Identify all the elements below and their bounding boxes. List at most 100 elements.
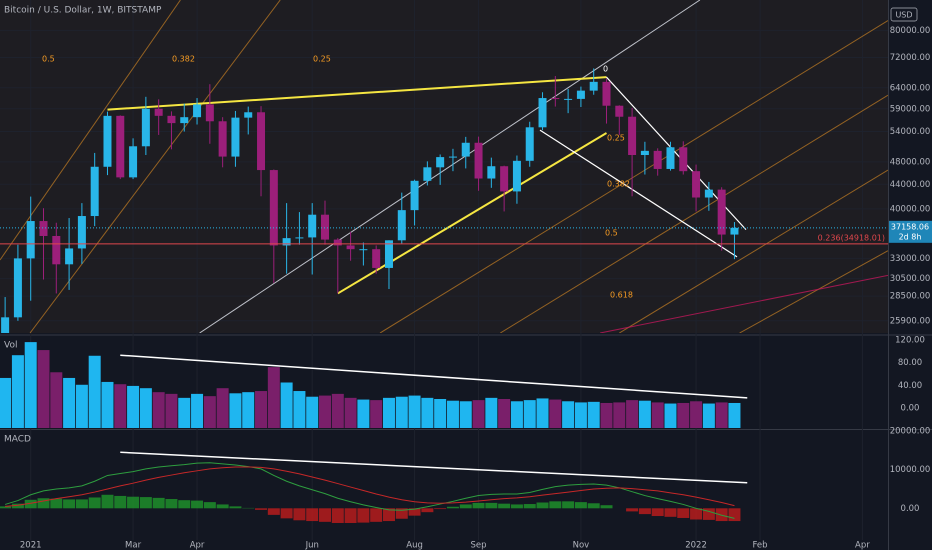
volume-bar [24, 342, 37, 428]
candle-body [129, 146, 138, 178]
trend-line [539, 129, 738, 258]
macd-histogram-bar [485, 502, 498, 509]
volume-bar [562, 401, 575, 428]
chart-title: Bitcoin / U.S. Dollar, 1W, BITSTAMP [4, 6, 162, 16]
macd-histogram-bar [75, 499, 88, 509]
macd-histogram-bar [600, 505, 613, 509]
x-tick-label: Nov [573, 541, 590, 550]
x-tick-label: Jun [305, 541, 319, 550]
volume-bar [178, 397, 191, 428]
macd-histogram-bar [638, 508, 651, 515]
volume-bar [88, 355, 101, 428]
volume-bar [11, 355, 24, 428]
candle-body [231, 117, 240, 157]
macd-line [4, 462, 735, 519]
candle-body [65, 248, 74, 265]
volume-bar [63, 377, 76, 428]
currency[interactable]: USD [895, 11, 912, 20]
candle-body [640, 150, 649, 156]
macd-histogram-bar [651, 508, 664, 517]
volume-bar [459, 401, 472, 428]
volume-bar [50, 372, 63, 428]
macd-histogram-bar [191, 500, 204, 509]
macd-histogram-bar [472, 502, 485, 509]
bar-countdown: 2d 8h [899, 232, 922, 241]
candle-body [474, 142, 483, 179]
fib-label: 0.382 [172, 55, 195, 64]
volume-bar [229, 393, 242, 428]
volume-bar [446, 400, 459, 428]
volume-bar [139, 388, 152, 428]
trend-line [120, 354, 748, 399]
fib-label: 0.618 [610, 291, 633, 300]
volume-bar [510, 401, 523, 428]
candle-body [244, 112, 253, 118]
macd-histogram-bar [331, 508, 344, 523]
macd-histogram-bar [715, 508, 728, 522]
macd-histogram-bar [523, 504, 536, 509]
macd-histogram-bar [293, 508, 306, 521]
macd-histogram-bar [165, 499, 178, 509]
panel-title: MACD [4, 435, 31, 445]
macd-histogram-bar [255, 508, 268, 510]
volume-bar [690, 401, 703, 428]
macd-histogram-bar [382, 508, 395, 522]
fib-label: 0.5 [42, 55, 55, 64]
macd-histogram-bar [549, 501, 562, 509]
candle-body [448, 156, 457, 158]
y-tick-label: 80000.00 [890, 26, 931, 36]
panel-title: Vol [4, 341, 17, 351]
candle-body [372, 249, 381, 268]
x-tick-label: Apr [855, 541, 870, 550]
y-tick-label: 44000.00 [890, 180, 931, 190]
candle-body [397, 210, 406, 241]
macd-histogram-bar [587, 503, 600, 509]
candle-body [167, 115, 176, 124]
candle-body [730, 227, 739, 235]
volume-bar [434, 398, 447, 428]
fib-label: 0 [603, 65, 608, 74]
x-tick-label: Apr [190, 541, 205, 550]
volume-bar [216, 388, 229, 428]
macd-histogram-bar [664, 508, 677, 517]
macd-histogram-bar [395, 508, 408, 519]
candle-body [116, 115, 125, 178]
macd-histogram-bar [50, 498, 63, 509]
macd-histogram-bar [37, 498, 50, 509]
volume-bar [638, 400, 651, 428]
volume-bar [626, 400, 639, 428]
candle-body [410, 180, 419, 211]
macd-histogram-bar [178, 500, 191, 509]
y-tick-label: 40.00 [898, 381, 922, 391]
trend-line [619, 169, 888, 333]
volume-bar [370, 400, 383, 428]
volume-bar [267, 367, 280, 428]
candle-body [77, 216, 86, 249]
candle-body [717, 189, 726, 235]
trend-line [500, 94, 888, 333]
volume-bar [600, 402, 613, 428]
volume-bar [485, 397, 498, 428]
macd-histogram-bar [434, 508, 447, 510]
y-tick-label: 54000.00 [890, 127, 931, 137]
candle-body [269, 170, 278, 246]
y-tick-label: 28500.00 [890, 292, 931, 302]
volume-bar [255, 391, 268, 428]
candle-body [180, 117, 189, 124]
volume-bar [549, 399, 562, 428]
macd-histogram-bar [203, 502, 216, 509]
volume-bar [523, 400, 536, 428]
candle-body [666, 147, 675, 169]
candle-body [602, 81, 611, 106]
candle-body [257, 112, 266, 171]
y-tick-label: 10000.00 [890, 465, 931, 475]
y-tick-label: 64000.00 [890, 83, 931, 93]
volume-bar [498, 398, 511, 428]
macd-histogram-bar [88, 497, 101, 509]
currency-box[interactable] [890, 7, 918, 22]
candle-body [564, 98, 573, 100]
y-tick-label: 120.00 [895, 335, 925, 345]
